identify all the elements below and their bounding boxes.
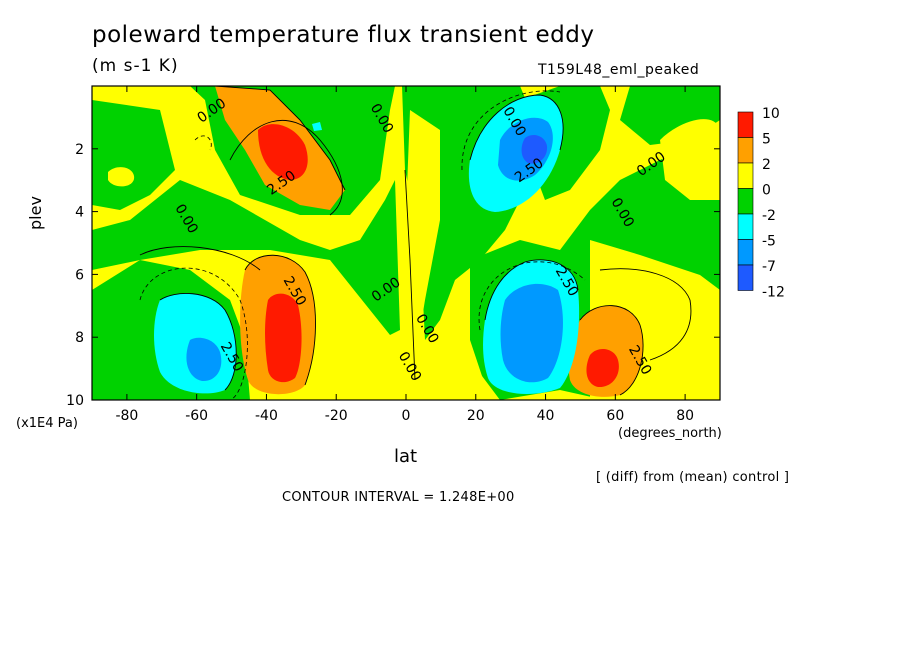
legend-label: -12	[762, 285, 785, 301]
y-axis-ticks: 2 4 6 8 10	[66, 142, 720, 409]
comparison-note: [ (diff) from (mean) control ]	[596, 470, 790, 485]
contour-line-6	[404, 169, 416, 381]
legend-swatch	[737, 111, 754, 138]
y-tick-label: 6	[75, 267, 84, 283]
chart-units: (m s-1 K)	[92, 56, 179, 76]
legend-swatch	[737, 239, 754, 266]
contour-dashed-1	[478, 261, 586, 331]
y-tick-label: 2	[75, 142, 84, 158]
x-tick-label: -40	[255, 408, 278, 424]
contour-line-9	[599, 268, 692, 361]
field-near-zero-pos-2	[660, 119, 720, 200]
contour-line-1	[244, 254, 316, 386]
legend-swatch	[737, 162, 754, 189]
field-near-zero-pos-1	[405, 110, 440, 380]
field-extremum-2	[258, 124, 308, 180]
y-tick-label: 4	[75, 205, 84, 221]
field-extremum-7	[186, 337, 222, 382]
contour-field	[92, 86, 720, 400]
legend-label: -5	[762, 234, 776, 250]
color-legend: 10 5 2 0 -2 -5 -7 -12	[737, 106, 785, 301]
legend-label: -7	[762, 259, 776, 275]
contour-interval: CONTOUR INTERVAL = 1.248E+00	[282, 490, 515, 505]
contour-line-8	[139, 246, 261, 271]
field-near-zero-neg-9	[438, 95, 470, 115]
legend-swatch	[737, 188, 754, 215]
legend-swatch	[737, 137, 754, 164]
contour-dashed-3	[194, 135, 212, 151]
x-tick-label: 40	[537, 408, 555, 424]
run-name: T159L48_eml_peaked	[538, 62, 700, 78]
contour-line-7	[229, 120, 343, 216]
field-near-zero-neg-3	[92, 180, 400, 335]
legend-label: 5	[762, 132, 771, 148]
x-tick-label: -20	[325, 408, 348, 424]
field-extremum-12	[521, 134, 548, 164]
x-tick-label: 60	[606, 408, 624, 424]
x-axis-label: lat	[394, 446, 418, 467]
legend-label: 2	[762, 157, 771, 173]
chart-title: poleward temperature flux transient eddy	[92, 22, 595, 48]
x-tick-label: 20	[467, 408, 485, 424]
field-extremum-3	[265, 293, 302, 383]
field-extremum-13	[312, 122, 322, 131]
x-tick-label: 80	[676, 408, 694, 424]
x-axis-unit: (degrees_north)	[618, 426, 722, 441]
x-tick-label: 0	[402, 408, 411, 424]
legend-swatch	[737, 213, 754, 240]
legend-swatch	[737, 264, 754, 291]
y-tick-label: 10	[66, 393, 84, 409]
legend-label: 10	[762, 106, 780, 122]
contour-line-0	[214, 86, 346, 191]
field-near-zero-pos-4	[430, 340, 490, 400]
x-axis-ticks: -80 -60 -40 -20 0 20 40 60 80	[115, 86, 694, 424]
contour-line-3	[484, 259, 579, 321]
y-axis-unit: (x1E4 Pa)	[16, 416, 78, 431]
contour-line-4	[469, 94, 564, 161]
field-extremum-5	[586, 348, 619, 388]
contour-line-5	[579, 305, 644, 396]
x-tick-label: -60	[185, 408, 208, 424]
field-near-zero-pos-0	[108, 167, 135, 187]
legend-label: -2	[762, 208, 776, 224]
contour-line-2	[159, 293, 237, 391]
field-extremum-9	[500, 283, 563, 383]
y-tick-label: 8	[75, 330, 84, 346]
legend-label: 0	[762, 183, 771, 199]
x-tick-label: -80	[115, 408, 138, 424]
